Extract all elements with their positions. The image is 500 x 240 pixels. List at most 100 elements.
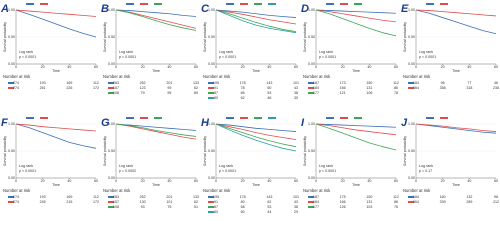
risk-count: 62 <box>241 96 245 100</box>
risk-swatch <box>208 201 214 203</box>
risk-count: 103 <box>366 205 372 209</box>
x-tick-label: 0 <box>315 65 317 69</box>
p-value: p < 0.0001 <box>319 169 336 173</box>
risk-count: 358 <box>440 86 446 90</box>
risk-count: 77 <box>467 81 471 85</box>
x-tick-label: 60 <box>194 65 198 69</box>
legend-swatch <box>254 3 262 5</box>
survival-curve <box>415 123 497 132</box>
risk-count: 178 <box>240 195 246 199</box>
risk-count: 46 <box>267 96 271 100</box>
legend-swatch <box>26 3 34 5</box>
risk-count: 51 <box>194 205 198 209</box>
risk-count: 172 <box>93 200 99 204</box>
y-axis-title: Survival probability <box>3 136 7 166</box>
legend-swatch <box>254 117 262 119</box>
survival-curve <box>115 9 197 31</box>
y-tick-label: 0.50 <box>308 35 315 39</box>
risk-swatch <box>308 201 314 203</box>
risk-title: Number at risk <box>403 74 431 79</box>
risk-count: 245 <box>40 200 46 204</box>
test-label: Log rank <box>419 50 433 54</box>
x-tick-label: 20 <box>241 65 245 69</box>
risk-swatch <box>8 196 14 198</box>
risk-count: 80 <box>214 96 218 100</box>
y-tick-label: 0.00 <box>208 176 215 180</box>
risk-count: 30 <box>294 96 298 100</box>
y-axis-title: Survival probability <box>103 22 107 52</box>
risk-swatch <box>208 92 214 94</box>
y-tick-label: 1.00 <box>8 122 15 126</box>
y-axis-title: Survival probability <box>203 22 207 52</box>
risk-count: 187 <box>313 81 319 85</box>
risk-count: 60 <box>267 86 271 90</box>
risk-count: 364 <box>413 86 419 90</box>
legend-swatch <box>340 117 348 119</box>
legend-swatch <box>440 117 448 119</box>
risk-count: 252 <box>140 195 146 199</box>
y-tick-label: 0.00 <box>108 62 115 66</box>
legend-swatch <box>354 3 362 5</box>
x-tick-label: 60 <box>394 65 398 69</box>
risk-count: 131 <box>366 200 372 204</box>
risk-count: 201 <box>166 195 172 199</box>
x-tick-label: 20 <box>41 179 45 183</box>
risk-count: 173 <box>340 81 346 85</box>
risk-count: 99 <box>167 86 171 90</box>
risk-swatch <box>408 82 414 84</box>
x-axis-title: Time <box>252 183 260 187</box>
risk-count: 62 <box>194 200 198 204</box>
x-axis-title: Time <box>252 69 260 73</box>
p-value: p < 0.0001 <box>419 55 436 59</box>
risk-count: 212 <box>493 200 499 204</box>
panel-label: D <box>301 3 309 15</box>
risk-count: 123 <box>140 86 146 90</box>
risk-count: 78 <box>241 86 245 90</box>
risk-count: 215 <box>66 200 72 204</box>
risk-count: 43 <box>294 86 298 90</box>
risk-count: 193 <box>40 81 46 85</box>
risk-count: 318 <box>466 86 472 90</box>
x-tick-label: 20 <box>341 65 345 69</box>
risk-count: 184 <box>413 81 419 85</box>
x-tick-label: 60 <box>194 179 198 183</box>
risk-count: 274 <box>13 200 19 204</box>
p-value: p < 0.0001 <box>219 55 236 59</box>
test-label: Log rank <box>319 164 333 168</box>
x-tick-label: 20 <box>141 179 145 183</box>
survival-curve <box>315 123 397 151</box>
risk-count: 101 <box>293 81 299 85</box>
panel-label: C <box>201 3 210 15</box>
legend-swatch <box>240 3 248 5</box>
x-tick-label: 60 <box>494 179 498 183</box>
y-tick-label: 0.50 <box>8 35 15 39</box>
risk-title: Number at risk <box>103 74 131 79</box>
risk-count: 121 <box>340 91 346 95</box>
x-axis-title: Time <box>352 183 360 187</box>
survival-curve <box>115 9 197 17</box>
risk-swatch <box>108 196 114 198</box>
survival-curve <box>15 123 97 149</box>
survival-curve <box>215 9 297 34</box>
x-axis-title: Time <box>152 183 160 187</box>
risk-count: 226 <box>66 86 72 90</box>
p-value: p < 0.0001 <box>119 55 136 59</box>
y-axis-title: Survival probability <box>303 136 307 166</box>
legend-swatch <box>126 117 134 119</box>
x-tick-label: 0 <box>315 179 317 183</box>
risk-title: Number at risk <box>3 74 31 79</box>
test-label: Log rank <box>219 50 233 54</box>
risk-title: Number at risk <box>203 74 231 79</box>
legend-swatch <box>226 117 234 119</box>
x-axis-title: Time <box>352 69 360 73</box>
legend-swatch <box>126 3 134 5</box>
x-tick-label: 60 <box>294 65 298 69</box>
risk-count: 44 <box>267 210 271 214</box>
legend-swatch <box>326 3 334 5</box>
test-label: Log rank <box>19 164 33 168</box>
x-tick-label: 0 <box>215 179 217 183</box>
risk-swatch <box>308 196 314 198</box>
risk-count: 261 <box>40 86 46 90</box>
risk-count: 166 <box>340 86 346 90</box>
survival-curve <box>15 9 97 38</box>
